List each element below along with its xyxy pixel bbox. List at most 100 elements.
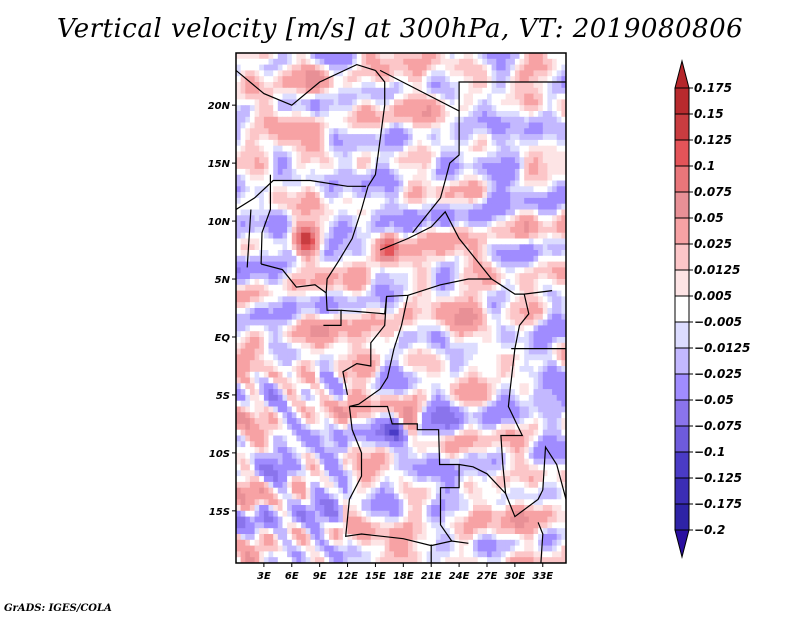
field-cell — [449, 354, 455, 361]
field-cell — [398, 389, 404, 396]
field-cell — [496, 255, 502, 263]
field-cell — [514, 435, 521, 442]
field-cell — [370, 296, 376, 303]
field-cell — [296, 192, 302, 199]
field-cell — [459, 354, 465, 361]
field-cell — [287, 290, 293, 297]
field-cell — [473, 122, 479, 129]
field-cell — [324, 128, 330, 135]
field-cell — [440, 244, 446, 251]
field-cell — [561, 186, 566, 193]
field-cell — [524, 192, 530, 199]
field-cell — [482, 203, 488, 211]
field-cell — [491, 209, 497, 216]
field-cell — [342, 70, 349, 77]
field-cell — [524, 82, 530, 89]
field-cell — [296, 203, 302, 211]
field-cell — [236, 203, 242, 211]
field-cell — [282, 255, 288, 263]
field-cell — [259, 139, 265, 147]
field-cell — [514, 337, 521, 344]
field-cell — [528, 250, 534, 257]
field-cell — [528, 342, 534, 350]
field-cell — [282, 418, 288, 425]
field-cell — [561, 76, 566, 83]
field-cell — [459, 290, 465, 297]
field-cell — [500, 394, 507, 402]
field-cell — [259, 296, 265, 303]
field-cell — [282, 76, 288, 83]
field-cell — [361, 64, 367, 71]
field-cell — [468, 394, 474, 402]
field-cell — [482, 64, 488, 71]
field-cell — [254, 360, 260, 367]
field-cell — [542, 354, 548, 361]
field-cell — [561, 139, 566, 147]
field-cell — [301, 93, 307, 100]
field-cell — [356, 423, 362, 431]
field-cell — [384, 267, 390, 274]
field-cell — [408, 99, 414, 106]
field-cell — [514, 226, 521, 234]
field-cell — [445, 82, 451, 89]
field-cell — [249, 366, 256, 373]
field-cell — [482, 290, 488, 297]
field-cell — [431, 122, 437, 129]
field-cell — [528, 279, 534, 286]
field-cell — [561, 284, 566, 292]
field-cell — [310, 105, 316, 112]
field-cell — [319, 203, 325, 211]
field-cell — [324, 145, 330, 153]
field-cell — [245, 111, 251, 118]
field-cell — [370, 348, 376, 355]
field-cell — [380, 174, 386, 182]
field-cell — [431, 255, 437, 263]
field-cell — [296, 134, 302, 141]
field-cell — [291, 58, 297, 66]
field-cell — [263, 354, 270, 361]
field-cell — [324, 168, 330, 176]
field-cell — [519, 273, 525, 280]
field-cell — [417, 209, 423, 216]
field-cell — [482, 186, 488, 193]
field-cell — [454, 423, 460, 431]
field-cell — [236, 157, 242, 164]
field-cell — [319, 58, 325, 66]
field-cell — [315, 458, 321, 466]
field-cell — [384, 186, 390, 193]
field-cell — [394, 441, 400, 448]
field-cell — [435, 273, 442, 280]
field-cell — [324, 308, 330, 315]
field-cell — [403, 250, 409, 257]
field-cell — [519, 366, 525, 373]
field-cell — [329, 105, 335, 112]
field-cell — [421, 238, 428, 245]
field-cell — [366, 279, 372, 286]
field-cell — [435, 308, 442, 315]
field-cell — [417, 186, 423, 193]
field-cell — [487, 412, 493, 419]
field-cell — [305, 203, 311, 211]
field-cell — [482, 452, 488, 460]
field-cell — [240, 267, 246, 274]
field-cell — [473, 250, 479, 257]
field-cell — [333, 302, 339, 309]
field-cell — [468, 302, 474, 309]
field-cell — [333, 360, 339, 367]
field-cell — [421, 105, 428, 112]
field-cell — [291, 284, 297, 292]
field-cell — [394, 394, 400, 402]
field-cell — [315, 157, 321, 164]
field-cell — [361, 128, 367, 135]
field-cell — [375, 273, 381, 280]
field-cell — [389, 111, 395, 118]
field-cell — [547, 157, 553, 164]
field-cell — [380, 209, 386, 216]
field-cell — [394, 383, 400, 390]
field-cell — [259, 383, 265, 390]
field-cell — [468, 99, 474, 106]
field-cell — [356, 290, 362, 297]
field-cell — [556, 82, 562, 89]
field-cell — [561, 145, 566, 153]
field-cell — [505, 134, 511, 141]
